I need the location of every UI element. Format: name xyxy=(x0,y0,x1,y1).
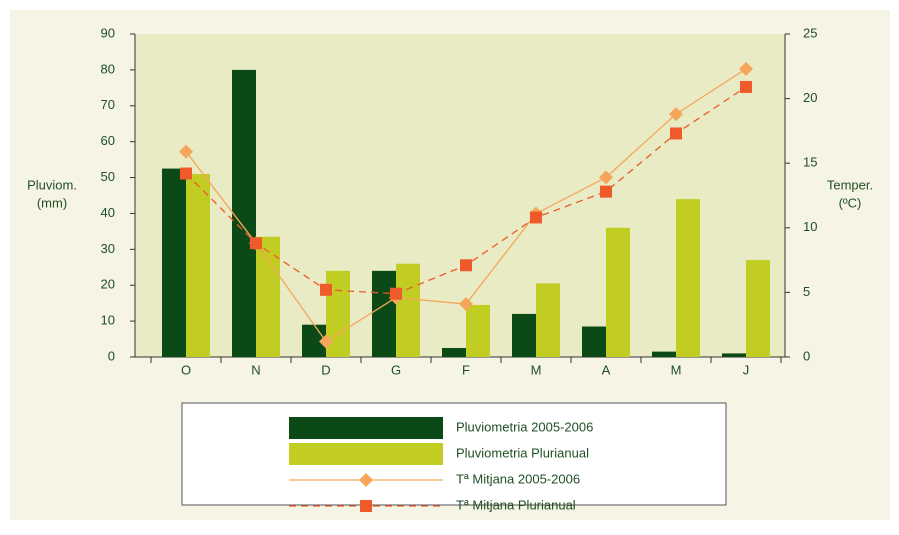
y2-tick-label: 5 xyxy=(803,284,810,299)
bar xyxy=(372,270,396,357)
x-tick-label: G xyxy=(391,362,401,377)
bar xyxy=(652,351,676,357)
y2-axis-label: Temper. xyxy=(827,177,873,192)
bar xyxy=(722,353,746,357)
marker xyxy=(460,259,472,272)
y-tick-label: 90 xyxy=(101,25,115,40)
y-tick-label: 0 xyxy=(108,348,115,363)
x-tick-label: A xyxy=(602,362,611,377)
y2-tick-label: 10 xyxy=(803,219,817,234)
marker xyxy=(320,283,332,296)
y2-tick-label: 20 xyxy=(803,90,817,105)
y-axis-label: Pluviom. xyxy=(27,177,77,192)
marker xyxy=(180,167,192,180)
marker xyxy=(670,127,682,140)
bar xyxy=(536,283,560,357)
bar xyxy=(512,313,536,357)
x-tick-label: O xyxy=(181,362,191,377)
legend-label: Pluviometria 2005-2006 xyxy=(456,419,593,434)
x-tick-label: J xyxy=(743,362,750,377)
marker xyxy=(250,237,262,250)
y-tick-label: 50 xyxy=(101,169,115,184)
y2-tick-label: 0 xyxy=(803,348,810,363)
bar xyxy=(582,326,606,357)
marker xyxy=(530,211,542,224)
legend-marker xyxy=(359,473,373,487)
bar xyxy=(256,236,280,357)
marker xyxy=(600,185,612,198)
x-tick-label: M xyxy=(671,362,682,377)
marker xyxy=(599,170,613,185)
y-tick-label: 10 xyxy=(101,313,115,328)
y-tick-label: 80 xyxy=(101,61,115,76)
y2-axis-label: (ºC) xyxy=(839,195,862,210)
y2-tick-label: 25 xyxy=(803,25,817,40)
bar xyxy=(466,304,490,357)
legend-swatch xyxy=(289,417,443,439)
y-tick-label: 70 xyxy=(101,97,115,112)
bar xyxy=(396,263,420,357)
marker xyxy=(740,80,752,93)
y2-tick-label: 15 xyxy=(803,155,817,170)
x-tick-label: F xyxy=(462,362,470,377)
bar xyxy=(746,260,770,357)
legend xyxy=(181,402,727,506)
x-tick-label: M xyxy=(531,362,542,377)
y-tick-label: 30 xyxy=(101,241,115,256)
legend-label: Pluviometria Plurianual xyxy=(456,445,589,460)
y-tick-label: 40 xyxy=(101,205,115,220)
y-tick-label: 20 xyxy=(101,277,115,292)
y-tick-label: 60 xyxy=(101,133,115,148)
x-tick-label: D xyxy=(321,362,330,377)
legend-swatch xyxy=(289,443,443,465)
bar xyxy=(162,168,186,357)
marker xyxy=(390,287,402,300)
bar xyxy=(232,69,256,357)
bar xyxy=(676,199,700,357)
bar xyxy=(186,173,210,357)
x-tick-label: N xyxy=(251,362,260,377)
marker xyxy=(459,297,473,312)
legend-label: Tª Mitjana Plurianual xyxy=(456,497,576,512)
marker xyxy=(739,61,753,76)
y-axis-label: (mm) xyxy=(37,195,67,210)
marker xyxy=(319,334,333,349)
marker xyxy=(179,144,193,159)
bar xyxy=(606,227,630,357)
marker xyxy=(669,107,683,122)
legend-label: Tª Mitjana 2005-2006 xyxy=(456,471,580,486)
legend-marker xyxy=(360,500,372,512)
bar xyxy=(442,348,466,357)
